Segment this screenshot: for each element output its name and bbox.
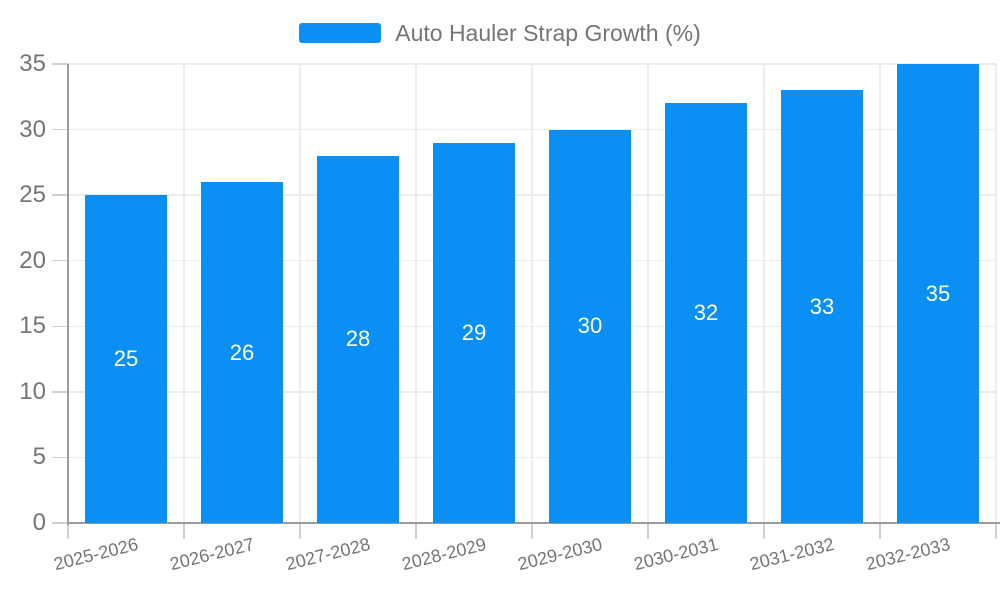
bar-2031-2032[interactable] — [780, 90, 864, 523]
gridline-vertical — [763, 64, 765, 523]
y-axis-tick — [52, 259, 68, 262]
y-axis-tick — [52, 456, 68, 459]
x-axis-tick — [879, 523, 881, 539]
bar-2027-2028[interactable] — [316, 155, 400, 523]
y-tick-label: 15 — [19, 312, 46, 340]
y-axis-tick — [52, 325, 68, 328]
x-axis-tick — [647, 523, 649, 539]
gridline-vertical — [879, 64, 881, 523]
y-tick-label: 30 — [19, 115, 46, 143]
y-tick-label: 20 — [19, 246, 46, 274]
chart-legend[interactable]: Auto Hauler Strap Growth (%) — [0, 20, 1000, 46]
y-tick-label: 0 — [32, 509, 46, 536]
y-axis-tick — [52, 522, 68, 524]
gridline-vertical — [995, 64, 997, 523]
gridline-vertical — [531, 64, 533, 523]
x-axis-tick — [763, 523, 765, 539]
gridline-vertical — [415, 64, 417, 523]
x-tick-label: 2027-2028 — [283, 533, 373, 575]
y-axis-tick — [52, 128, 68, 131]
bar-2029-2030[interactable] — [548, 129, 632, 523]
x-tick-label: 2030-2031 — [631, 533, 721, 575]
bar-2028-2029[interactable] — [432, 142, 516, 523]
y-tick-label: 35 — [19, 50, 46, 77]
y-axis-line — [67, 64, 69, 525]
x-tick-label: 2028-2029 — [399, 533, 489, 575]
y-axis-tick — [52, 194, 68, 196]
bar-2030-2031[interactable] — [664, 103, 748, 523]
bar-2032-2033[interactable] — [896, 64, 980, 523]
legend-swatch-icon — [299, 23, 382, 43]
x-tick-label: 2025-2026 — [51, 533, 141, 575]
x-tick-label: 2026-2027 — [167, 533, 257, 575]
legend-label: Auto Hauler Strap Growth (%) — [395, 20, 701, 46]
x-axis-tick — [183, 523, 185, 539]
x-axis-line — [68, 522, 1000, 524]
x-axis-tick — [415, 523, 417, 539]
x-axis-tick — [995, 523, 997, 539]
y-tick-label: 5 — [32, 443, 46, 471]
bar-2025-2026[interactable] — [84, 195, 168, 523]
y-axis-tick — [52, 63, 68, 65]
y-axis-tick — [52, 391, 68, 393]
x-axis-tick — [531, 523, 533, 539]
x-tick-label: 2029-2030 — [515, 533, 605, 575]
y-tick-label: 25 — [19, 181, 46, 209]
y-tick-label: 10 — [19, 377, 46, 405]
gridline-vertical — [299, 64, 301, 523]
x-tick-label: 2031-2032 — [747, 533, 837, 575]
x-tick-label: 2032-2033 — [863, 533, 953, 575]
gridline-vertical — [647, 64, 649, 523]
x-axis-tick — [67, 523, 69, 539]
gridline-vertical — [183, 64, 185, 523]
bar-2026-2027[interactable] — [200, 182, 284, 523]
x-axis-tick — [299, 523, 301, 539]
